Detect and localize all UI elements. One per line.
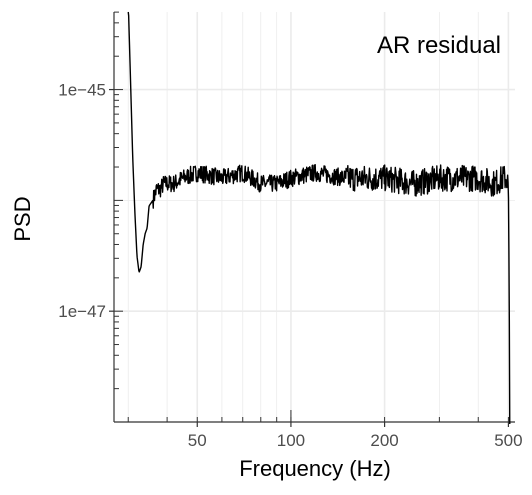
x-tick-label: 200: [370, 431, 398, 450]
x-tick-label: 100: [277, 431, 305, 450]
y-tick-label: 1e−47: [58, 302, 106, 321]
series-layer: [127, 11, 511, 425]
x-tick-label: 500: [494, 431, 522, 450]
y-axis-title: PSD: [10, 196, 35, 241]
label-layer: 50 100 200 500 1e−45 1e−47: [58, 81, 522, 450]
grid-layer: [114, 12, 515, 422]
x-axis-title: Frequency (Hz): [239, 456, 391, 481]
axis-layer: [109, 11, 515, 427]
psd-series-line: [127, 11, 511, 425]
panel-annotation: AR residual: [377, 32, 501, 59]
x-tick-label: 50: [188, 431, 207, 450]
y-tick-label: 1e−45: [58, 81, 106, 100]
